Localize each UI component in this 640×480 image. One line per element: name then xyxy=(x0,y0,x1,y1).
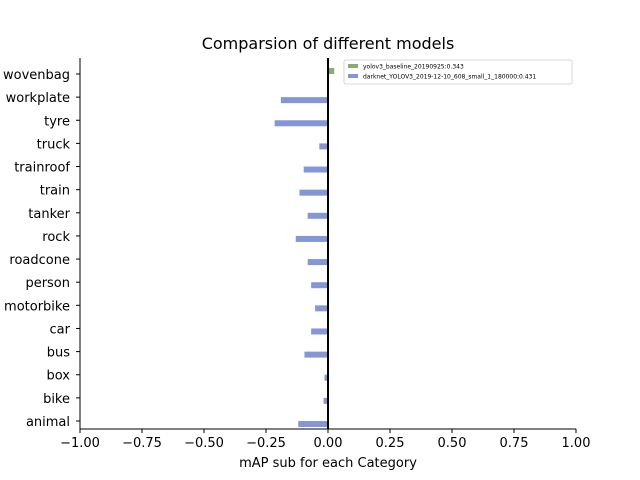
bar-car-series-2 xyxy=(311,328,328,335)
bars-group xyxy=(274,68,335,427)
bar-bike-series-2 xyxy=(323,397,328,404)
y-tick-label-bike: bike xyxy=(43,392,70,407)
x-tick-label: 0.00 xyxy=(314,436,343,451)
legend-swatch-2 xyxy=(348,74,358,78)
bar-box-series-2 xyxy=(324,374,328,381)
bar-bus-series-2 xyxy=(304,351,328,358)
bar-roadcone-series-2 xyxy=(307,259,328,266)
bar-animal-series-2 xyxy=(298,421,328,427)
y-tick-label-wovenbag: wovenbag xyxy=(3,68,70,83)
y-tick-label-roadcone: roadcone xyxy=(9,253,70,268)
x-tick-label: −0.25 xyxy=(246,436,286,451)
bar-train-series-2 xyxy=(299,189,328,196)
bar-tyre-series-2 xyxy=(274,120,328,127)
y-tick-label-motorbike: motorbike xyxy=(4,299,70,314)
bar-wovenbag-series-1 xyxy=(328,68,335,74)
bar-rock-series-2 xyxy=(295,235,328,242)
bar-motorbike-series-2 xyxy=(315,305,328,312)
x-tick-label: −0.75 xyxy=(122,436,162,451)
x-tick-label: 0.50 xyxy=(438,436,467,451)
y-tick-label-person: person xyxy=(25,276,70,291)
bar-person-series-2 xyxy=(311,282,328,289)
chart-title: Comparsion of different models xyxy=(202,34,455,53)
x-tick-label: −1.00 xyxy=(60,436,100,451)
x-tick-label: 1.00 xyxy=(562,436,591,451)
bar-trainroof-series-2 xyxy=(303,166,328,173)
x-tick-label: 0.75 xyxy=(500,436,529,451)
y-tick-label-animal: animal xyxy=(26,415,70,430)
y-tick-label-box: box xyxy=(47,369,71,384)
legend-swatch-1 xyxy=(348,64,358,68)
bar-truck-series-2 xyxy=(319,143,328,150)
legend-label-1: yolov3_baseline_20190925:0.343 xyxy=(363,64,464,71)
axes-group: −1.00 −0.75 −0.50 −0.25 0.00 0.25 0.50 0.75 1.00… xyxy=(3,58,590,451)
bar-tanker-series-2 xyxy=(307,212,328,219)
y-tick-label-bus: bus xyxy=(47,346,70,361)
y-tick-label-tanker: tanker xyxy=(28,207,70,222)
y-tick-label-train: train xyxy=(40,184,70,199)
legend: yolov3_baseline_20190925:0.343 darknet_YO… xyxy=(343,59,573,85)
x-tick-label: 0.25 xyxy=(376,436,405,451)
legend-label-2: darknet_YOLOV3_2019-12-10_608_small_1_18… xyxy=(363,74,536,81)
y-tick-label-truck: truck xyxy=(37,137,71,152)
y-tick-label-workplate: workplate xyxy=(6,91,70,106)
bar-workplate-series-2 xyxy=(280,97,328,104)
x-axis-label: mAP sub for each Category xyxy=(239,456,417,471)
y-tick-label-car: car xyxy=(50,322,71,337)
y-tick-label-rock: rock xyxy=(42,230,70,245)
y-tick-label-trainroof: trainroof xyxy=(14,161,70,176)
legend-frame xyxy=(343,59,573,85)
y-tick-label-tyre: tyre xyxy=(44,114,70,129)
x-tick-label: −0.50 xyxy=(184,436,224,451)
